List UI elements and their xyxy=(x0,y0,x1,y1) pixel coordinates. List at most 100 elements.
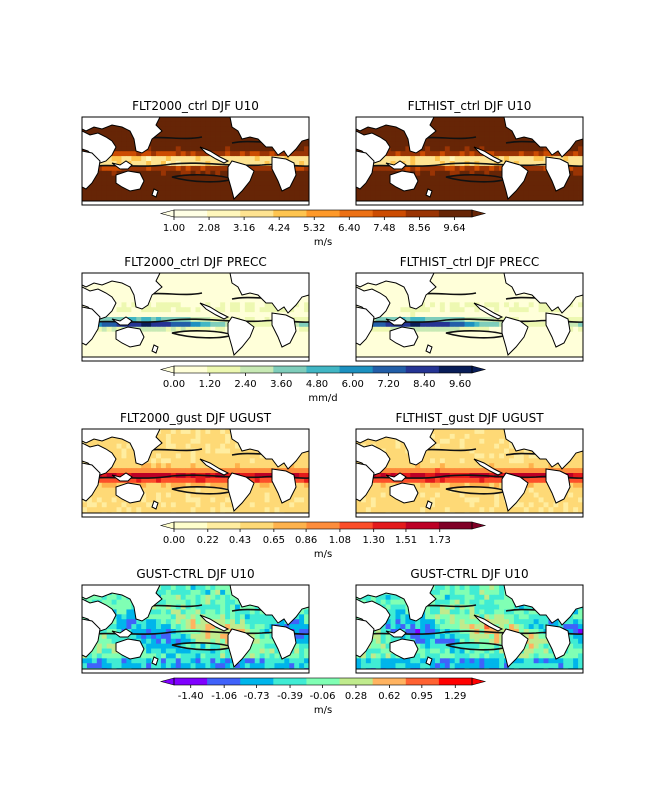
colorbar-segment xyxy=(372,522,407,529)
panel-title: FLTHIST_ctrl DJF U10 xyxy=(408,99,532,113)
map-field xyxy=(82,117,309,205)
colorbar-segment xyxy=(372,678,407,685)
colorbar-tick-label: 1.20 xyxy=(199,379,221,390)
map-field xyxy=(82,273,309,361)
panel-title: FLTHIST_gust DJF UGUST xyxy=(395,411,544,425)
map-panel xyxy=(81,272,310,362)
colorbar-segment xyxy=(438,366,473,373)
colorbar-segment xyxy=(207,210,241,217)
map-panel xyxy=(355,116,584,206)
colorbar: 0.00 1.20 2.40 3.60 4.80 6.00 7.20 8.40 9.60 mm/d xyxy=(159,365,487,404)
colorbar-tick-label: 6.00 xyxy=(342,379,364,390)
colorbar-segment xyxy=(207,366,241,373)
map-panel xyxy=(81,584,310,674)
colorbar-tick-label: -1.06 xyxy=(211,691,237,702)
colorbar-label: m/s xyxy=(314,705,332,716)
colorbar-tick-label: 2.08 xyxy=(198,223,220,234)
colorbar-segment xyxy=(174,210,208,217)
colorbar-segment xyxy=(438,522,473,529)
colorbar-segment xyxy=(405,210,440,217)
colorbar-tick-label: 9.60 xyxy=(449,379,471,390)
map-panel xyxy=(355,272,584,362)
colorbar-extend-min xyxy=(159,209,175,218)
colorbar-tick-label: 1.00 xyxy=(163,223,185,234)
colorbar-segment xyxy=(306,678,341,685)
map-field xyxy=(356,273,583,361)
colorbar-segment xyxy=(273,678,307,685)
map-panel xyxy=(355,428,584,518)
colorbar-tick-label: 1.29 xyxy=(444,691,466,702)
colorbar-segment xyxy=(405,522,440,529)
colorbar: -1.40 -1.06 -0.73 -0.39 -0.06 0.28 0.62 0.95 1.2… xyxy=(159,677,487,716)
map-panel xyxy=(81,428,310,518)
colorbar-extend-max xyxy=(471,677,487,686)
colorbar-extend-max xyxy=(471,209,487,218)
colorbar-tick-label: 4.24 xyxy=(268,223,290,234)
colorbar-segment xyxy=(207,678,241,685)
colorbar-tick-label: 3.16 xyxy=(233,223,255,234)
colorbar: 1.00 2.08 3.16 4.24 5.32 6.40 7.48 8.56 9.64 m/s xyxy=(159,209,487,248)
colorbar-frame xyxy=(173,365,473,374)
colorbar-tick-label: -0.39 xyxy=(277,691,303,702)
panel-frame xyxy=(355,584,584,674)
colorbar-extend-min xyxy=(159,521,175,530)
map-field xyxy=(356,585,583,673)
colorbar-segment xyxy=(372,366,407,373)
colorbar-tick-label: -0.73 xyxy=(244,691,270,702)
map-field xyxy=(82,429,309,517)
colorbar-segment xyxy=(339,366,374,373)
colorbar-frame xyxy=(173,677,473,686)
colorbar-tick-label: 4.80 xyxy=(306,379,328,390)
panel-title: GUST-CTRL DJF U10 xyxy=(410,567,528,581)
colorbar-tick-label: -1.40 xyxy=(178,691,204,702)
colorbar-tick-label: 7.48 xyxy=(373,223,395,234)
colorbar-extend-max xyxy=(471,365,487,374)
colorbar-tick-label: 8.40 xyxy=(413,379,435,390)
colorbar-tick-label: 2.40 xyxy=(234,379,256,390)
colorbar-tick-label: 9.64 xyxy=(443,223,465,234)
colorbar-tick-label: 5.32 xyxy=(303,223,325,234)
colorbar-segment xyxy=(306,366,341,373)
colorbar-segment xyxy=(339,210,374,217)
colorbar-segment xyxy=(273,366,307,373)
colorbar-extend-min xyxy=(159,365,175,374)
panel-frame xyxy=(355,116,584,206)
panel-title: FLT2000_ctrl DJF PRECC xyxy=(124,255,267,269)
colorbar-segment xyxy=(240,522,274,529)
panel-frame xyxy=(81,584,310,674)
colorbar-segment xyxy=(273,522,307,529)
map-field xyxy=(356,117,583,205)
colorbar: 0.00 0.22 0.43 0.65 0.86 1.08 1.30 1.51 1.73 m/s xyxy=(159,521,487,560)
panel-frame xyxy=(355,272,584,362)
colorbar-segment xyxy=(405,366,440,373)
map-field xyxy=(356,429,583,517)
colorbar-tick-label: 6.40 xyxy=(338,223,360,234)
panel-frame xyxy=(81,428,310,518)
colorbar-frame xyxy=(173,521,473,530)
panel-title: FLT2000_ctrl DJF U10 xyxy=(132,99,259,113)
colorbar-tick-label: 3.60 xyxy=(270,379,292,390)
colorbar-tick-label: 1.08 xyxy=(329,535,351,546)
colorbar-segment xyxy=(273,210,307,217)
colorbar-tick-label: -0.06 xyxy=(310,691,336,702)
colorbar-tick-label: 0.28 xyxy=(345,691,367,702)
colorbar-segment xyxy=(339,522,374,529)
colorbar-label: mm/d xyxy=(308,393,337,404)
colorbar-tick-label: 0.00 xyxy=(163,379,185,390)
colorbar-tick-label: 0.65 xyxy=(263,535,285,546)
colorbar-segment xyxy=(438,678,473,685)
colorbar-label: m/s xyxy=(314,237,332,248)
colorbar-tick-label: 7.20 xyxy=(377,379,399,390)
colorbar-segment xyxy=(174,522,208,529)
colorbar-segment xyxy=(174,678,208,685)
map-panel xyxy=(355,584,584,674)
colorbar-tick-label: 1.30 xyxy=(363,535,385,546)
colorbar-segment xyxy=(207,522,241,529)
panel-frame xyxy=(81,272,310,362)
colorbar-segment xyxy=(240,678,274,685)
colorbar-tick-label: 0.95 xyxy=(411,691,433,702)
panel-title: FLT2000_gust DJF UGUST xyxy=(120,411,272,425)
colorbar-tick-label: 0.22 xyxy=(197,535,219,546)
colorbar-label: m/s xyxy=(314,549,332,560)
